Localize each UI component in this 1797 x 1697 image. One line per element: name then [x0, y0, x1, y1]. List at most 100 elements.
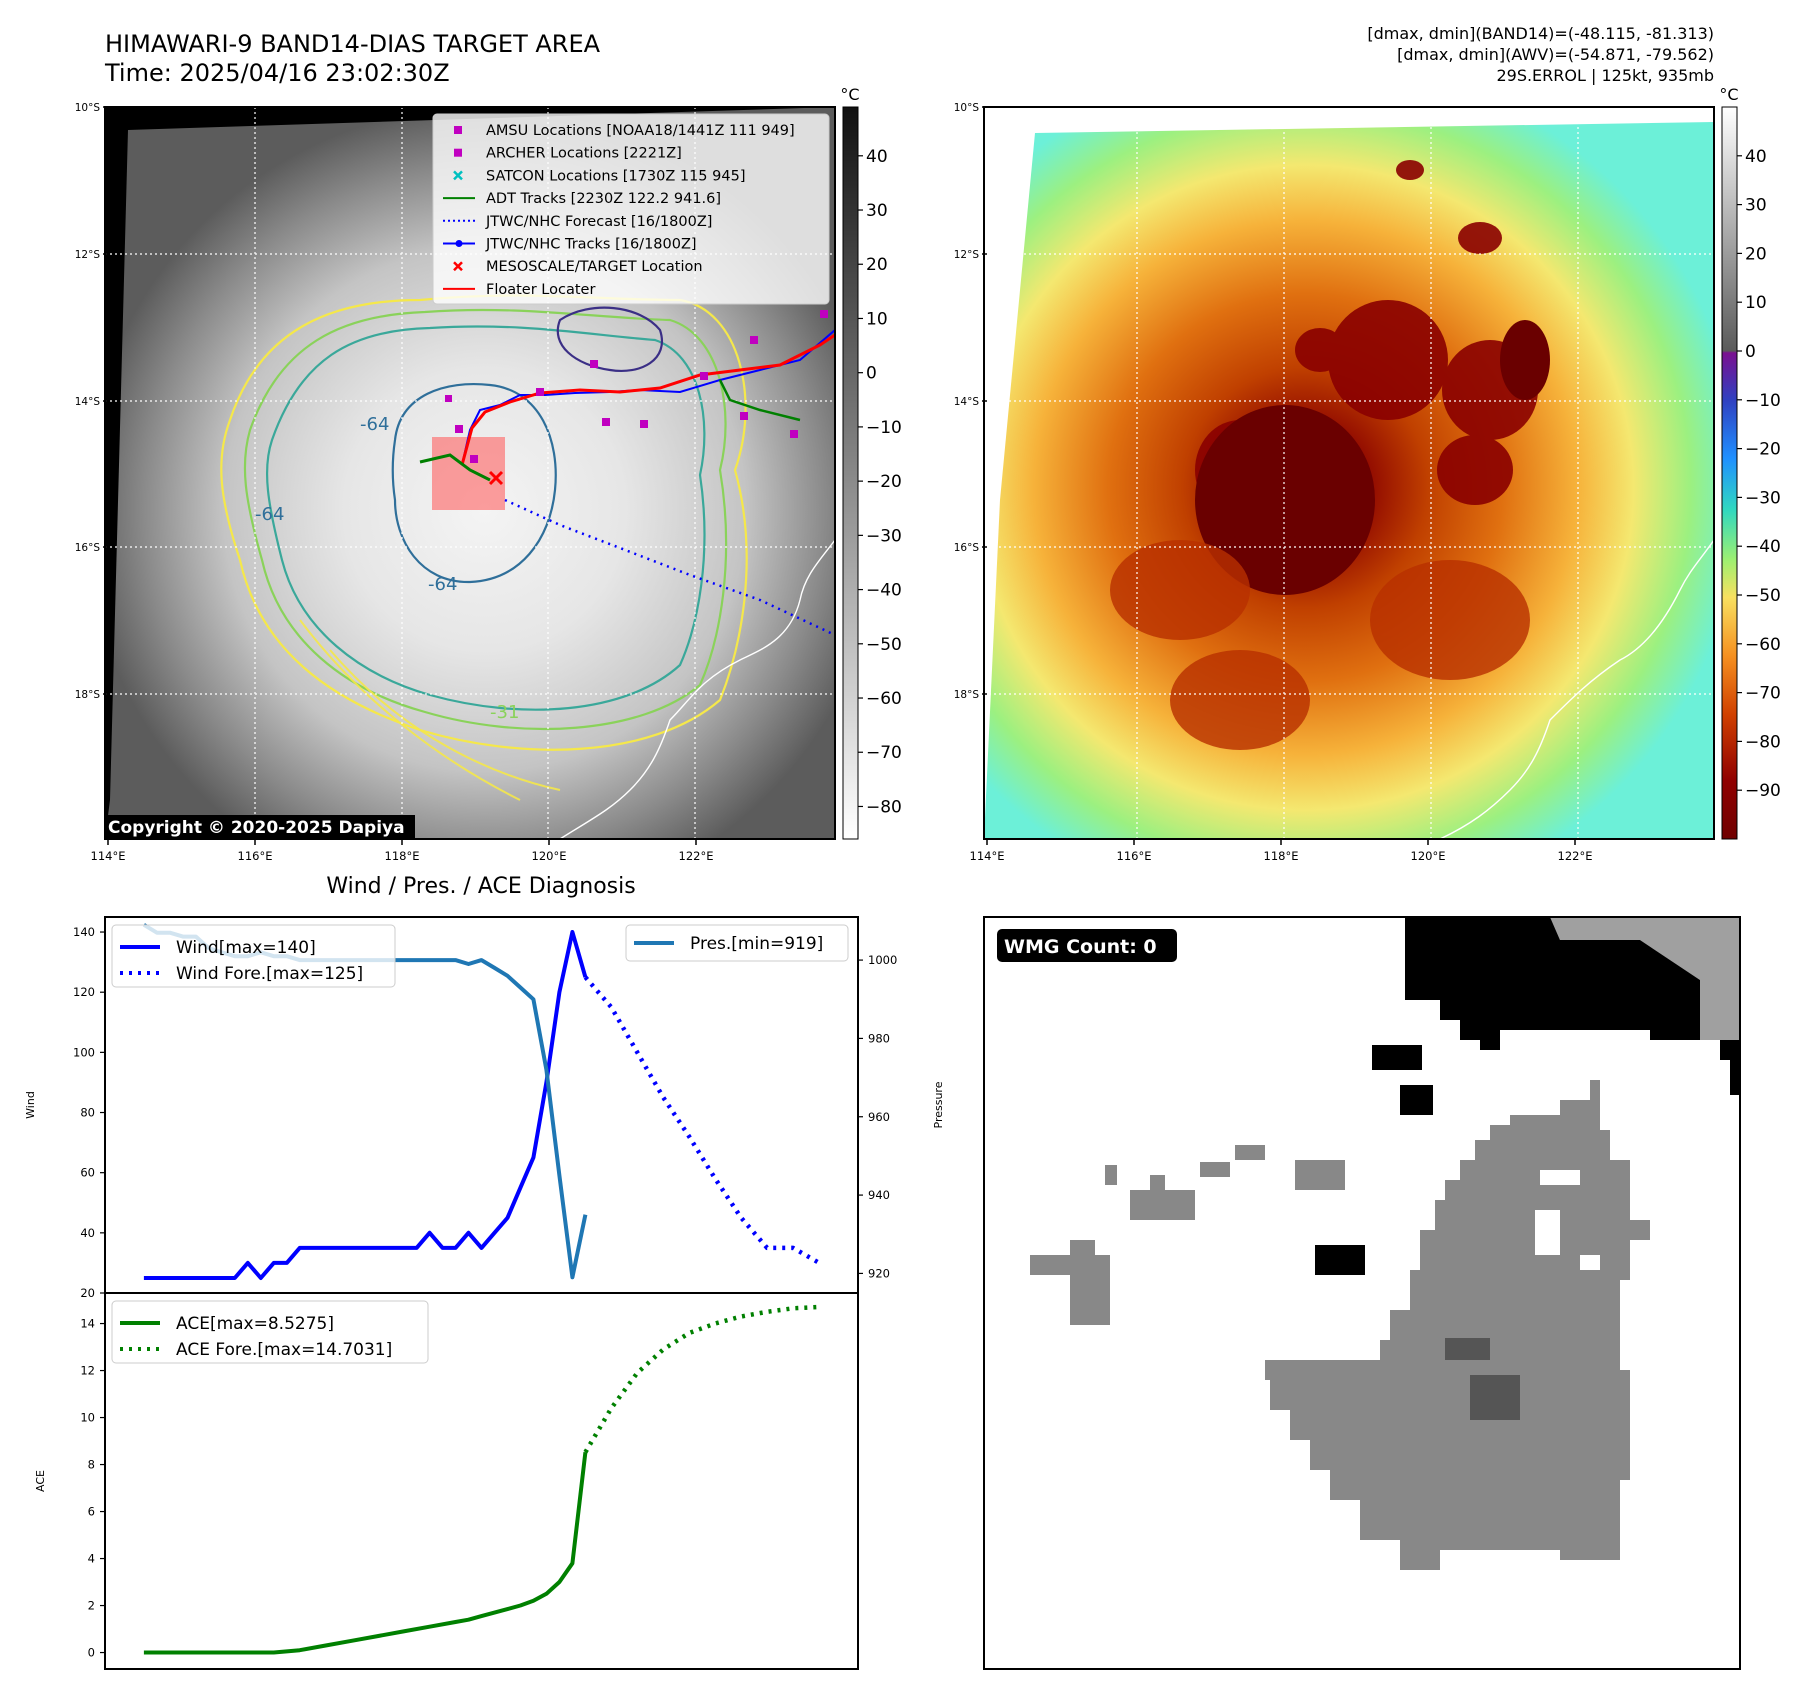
wmg-count-label: WMG Count: 0 — [1004, 936, 1157, 958]
lon-tick-label: 118°E — [385, 849, 420, 863]
y-right-tick-label: 960 — [868, 1110, 890, 1124]
legend-marker — [453, 170, 463, 181]
legend-label: Pres.[min=919] — [690, 934, 823, 954]
lat-tick-label: 16°S — [954, 542, 980, 554]
y-tick-label: 100 — [73, 1045, 95, 1059]
map-legend: AMSU Locations [NOAA18/1441Z 111 949] ARC… — [432, 113, 830, 305]
copyright-text: Copyright © 2020-2025 Dapiya — [108, 818, 405, 838]
contour-label: -64 — [360, 414, 389, 435]
colorbar-band14-ticks: 40 30 20 10 0 −10 −20 −30 −40 −50 −60 −70 −80 — [858, 147, 902, 817]
legend-item: AMSU Locations [NOAA18/1441Z 111 949] — [454, 123, 795, 139]
colorbar-tick-label: −20 — [866, 472, 902, 492]
legend-item: JTWC/NHC Forecast [16/1800Z] — [443, 214, 712, 230]
y-tick-label: 4 — [88, 1552, 95, 1566]
contour-label: -64 — [428, 574, 457, 595]
contour-label: -64 — [255, 504, 284, 525]
lat-tick-label: 12°S — [75, 249, 101, 261]
legend-label: ACE Fore.[max=14.7031] — [176, 1340, 392, 1360]
lat-tick-label: 18°S — [75, 689, 101, 701]
lat-tick-label: 14°S — [954, 396, 980, 408]
lon-tick-label: 122°E — [679, 849, 714, 863]
y-tick-label: 0 — [88, 1646, 95, 1660]
legend-label: SATCON Locations [1730Z 115 945] — [486, 168, 745, 184]
legend-label: ADT Tracks [2230Z 122.2 941.6] — [486, 191, 721, 207]
colorbar-tick-label: −90 — [1745, 781, 1781, 801]
y-tick-label: 60 — [80, 1166, 95, 1180]
storm-summary: 29S.ERROL | 125kt, 935mb — [1496, 66, 1714, 85]
y-right-tick-label: 1000 — [868, 953, 897, 967]
y-tick-label: 10 — [80, 1411, 95, 1425]
colorbar-tick-label: 20 — [1745, 244, 1767, 264]
legend-item: SATCON Locations [1730Z 115 945] — [453, 168, 745, 184]
legend-label: Wind[max=140] — [176, 938, 316, 958]
y-tick-label: 120 — [73, 985, 95, 999]
lat-tick-label: 12°S — [954, 249, 980, 261]
wmg-panel: WMG Count: 0 — [984, 917, 1740, 1669]
ir-map-frame — [104, 106, 836, 840]
colorbar-tick-label: 0 — [866, 364, 877, 384]
awv-map-frame — [983, 106, 1715, 840]
legend-label: MESOSCALE/TARGET Location — [486, 259, 703, 275]
legend-label: ACE[max=8.5275] — [176, 1314, 334, 1334]
colorbar-tick-label: −70 — [866, 743, 902, 763]
contour-label: -31 — [490, 702, 519, 723]
colorbar-tick-label: −10 — [1745, 391, 1781, 411]
series-line — [143, 1451, 588, 1655]
y-tick-label: 12 — [80, 1364, 95, 1378]
y-right-tick-label: 940 — [868, 1188, 890, 1202]
y-right-tick-label: 920 — [868, 1266, 890, 1280]
y-tick-label: 6 — [88, 1505, 95, 1519]
lon-tick-label: 120°E — [1411, 849, 1446, 863]
legend-item: Floater Locater — [443, 282, 595, 298]
legend-marker — [455, 240, 463, 247]
series-line — [143, 930, 588, 1280]
colorbar-tick-label: 10 — [866, 309, 888, 329]
legend-marker — [454, 126, 462, 134]
colorbar-tick-label: 30 — [866, 201, 888, 221]
colorbar-tick-label: −80 — [1745, 732, 1781, 752]
lon-tick-label: 120°E — [532, 849, 567, 863]
y-tick-label: 80 — [80, 1106, 95, 1120]
colorbar-awv — [1721, 106, 1738, 840]
y-tick-label: 140 — [73, 925, 95, 939]
colorbar-unit: °C — [1719, 85, 1738, 104]
colorbar-tick-label: 10 — [1745, 293, 1767, 313]
wmg-frame — [983, 916, 1741, 1670]
chart-frame — [104, 1292, 859, 1670]
colorbar-tick-label: −70 — [1745, 684, 1781, 704]
colorbar-band14 — [842, 106, 859, 840]
colorbar-tick-label: 40 — [1745, 147, 1767, 167]
band14-range: [dmax, dmin](BAND14)=(-48.115, -81.313) — [1367, 24, 1714, 43]
lat-tick-label: 10°S — [954, 102, 980, 114]
ace-chart: 0 2 4 6 8 10 12 14 ACE[max=8.5275] ACE Fore.[max=… — [80, 1292, 859, 1670]
colorbar-unit: °C — [840, 85, 859, 104]
pressure-axis-label: Pressure — [932, 1081, 945, 1128]
lon-tick-label: 118°E — [1264, 849, 1299, 863]
ir-map-axes: 10°S 12°S 14°S 16°S 18°S 114°E 116°E 118°E 120°E… — [75, 102, 714, 863]
legend-label: JTWC/NHC Tracks [16/1800Z] — [485, 237, 697, 253]
figure-title: HIMAWARI-9 BAND14-DIAS TARGET AREA — [105, 30, 601, 58]
chart-legend — [111, 1300, 429, 1364]
legend-label: Wind Fore.[max=125] — [176, 964, 363, 984]
colorbar-tick-label: 20 — [866, 255, 888, 275]
y-tick-label: 2 — [88, 1599, 95, 1613]
diagnosis-title: Wind / Pres. / ACE Diagnosis — [326, 874, 635, 899]
colorbar-tick-label: −60 — [1745, 635, 1781, 655]
colorbar-tick-label: 40 — [866, 147, 888, 167]
legend-item: ARCHER Locations [2221Z] — [454, 146, 682, 162]
series-line — [583, 1304, 820, 1454]
lon-tick-label: 116°E — [1117, 849, 1152, 863]
colorbar-tick-label: −50 — [866, 635, 902, 655]
legend-item: ADT Tracks [2230Z 122.2 941.6] — [443, 191, 721, 207]
lon-tick-label: 114°E — [970, 849, 1005, 863]
colorbar-tick-label: −60 — [866, 689, 902, 709]
colorbar-awv-ticks: 40 30 20 10 0 −10 −20 −30 −40 −50 −60 −70 −80 −90 — [1737, 147, 1781, 801]
colorbar-tick-label: 30 — [1745, 196, 1767, 216]
legend-marker — [453, 261, 463, 272]
colorbar-tick-label: −10 — [866, 418, 902, 438]
legend-label: ARCHER Locations [2221Z] — [486, 146, 682, 162]
y-right-tick-label: 980 — [868, 1031, 890, 1045]
legend-label: AMSU Locations [NOAA18/1441Z 111 949] — [486, 123, 795, 139]
legend-label: JTWC/NHC Forecast [16/1800Z] — [485, 214, 712, 230]
